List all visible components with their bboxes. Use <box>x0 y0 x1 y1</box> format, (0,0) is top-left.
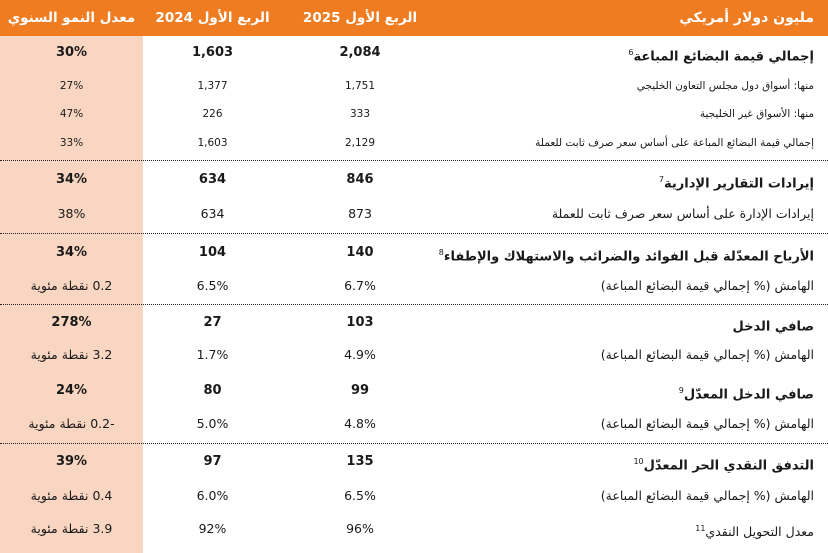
value-growth: 27% <box>59 80 84 92</box>
value-q1-2024: 5.0% <box>196 416 229 431</box>
value-growth: 38% <box>57 206 86 221</box>
table-row: منها: أسواق دول مجلس التعاون الخليجي 1,7… <box>0 76 828 96</box>
value-growth: 24% <box>55 383 88 398</box>
value-growth: 0.2 نقطة مئوية <box>30 278 113 293</box>
value-q1-2024: 634 <box>198 172 227 187</box>
section-divider <box>0 443 828 444</box>
table-row: الهامش (% إجمالي قيمة البضائع المباعة) 4… <box>0 413 828 435</box>
table-row: معدل التحويل النقدي11 96% 92% 3.9 نقطة م… <box>0 518 828 540</box>
value-q1-2025: 99 <box>350 383 370 398</box>
header-unit-label: مليون دولار أمريكي <box>679 10 814 26</box>
value-growth: 39% <box>55 454 88 469</box>
row-label: إيرادات الإدارة على أساس سعر صرف ثابت لل… <box>551 206 814 221</box>
section-divider <box>0 160 828 161</box>
row-label: التدفق النقدي الحر المعدّل10 <box>633 457 814 474</box>
value-q1-2025: 4.8% <box>344 416 376 431</box>
row-label: إجمالي قيمة البضائع المباعة6 <box>628 48 814 65</box>
value-growth: 30% <box>55 45 88 60</box>
value-q1-2025: 96% <box>346 521 374 536</box>
value-q1-2025: 103 <box>346 315 374 330</box>
row-label: الهامش (% إجمالي قيمة البضائع المباعة) <box>600 416 814 431</box>
header-growth: معدل النمو السنوي <box>7 10 136 26</box>
table-row: إيرادات الإدارة على أساس سعر صرف ثابت لل… <box>0 203 828 225</box>
value-growth: 47% <box>59 108 84 120</box>
row-label: صافي الدخل <box>732 319 814 335</box>
value-q1-2025: 333 <box>349 108 371 120</box>
header-q1-2025: الربع الأول 2025 <box>302 10 418 26</box>
row-label: الهامش (% إجمالي قيمة البضائع المباعة) <box>600 488 814 503</box>
header-q1-2024: الربع الأول 2024 <box>155 10 270 26</box>
row-label: الأرباح المعدّلة قبل الفوائد والضرائب وا… <box>438 248 814 265</box>
value-q1-2025: 135 <box>346 454 374 469</box>
table-row: إجمالي قيمة البضائع المباعة6 2,084 1,603… <box>0 42 828 64</box>
table-row: إيرادات التقارير الإدارية7 846 634 34% <box>0 169 828 191</box>
section-divider <box>0 233 828 234</box>
value-growth: 34% <box>55 245 88 260</box>
value-q1-2024: 27 <box>203 315 222 330</box>
value-growth: 34% <box>55 172 88 187</box>
value-q1-2024: 104 <box>198 245 227 260</box>
value-q1-2024: 1.7% <box>196 347 229 362</box>
value-q1-2024: 634 <box>200 206 225 221</box>
table-header: مليون دولار أمريكي الربع الأول 2025 الرب… <box>0 0 828 36</box>
value-q1-2025: 6.5% <box>344 488 376 503</box>
row-label: الهامش (% إجمالي قيمة البضائع المباعة) <box>600 278 814 293</box>
value-q1-2024: 226 <box>202 108 223 120</box>
value-q1-2024: 1,603 <box>191 45 234 60</box>
table-row: الأرباح المعدّلة قبل الفوائد والضرائب وا… <box>0 242 828 264</box>
table-row: الهامش (% إجمالي قيمة البضائع المباعة) 6… <box>0 485 828 507</box>
table-row: الهامش (% إجمالي قيمة البضائع المباعة) 6… <box>0 275 828 297</box>
value-q1-2024: 92% <box>198 521 227 536</box>
row-label: إجمالي قيمة البضائع المباعة على أساس سعر… <box>535 137 814 149</box>
value-q1-2025: 2,129 <box>344 137 376 149</box>
value-q1-2025: 873 <box>348 206 372 221</box>
growth-column-background <box>0 0 143 553</box>
value-growth: 33% <box>59 137 84 149</box>
value-q1-2024: 1,377 <box>197 80 228 92</box>
value-q1-2025: 6.7% <box>344 278 376 293</box>
table-row: منها: الأسواق غير الخليجية 333 226 47% <box>0 104 828 124</box>
table-row: صافي الدخل المعدّل9 99 80 24% <box>0 380 828 402</box>
value-q1-2025: 4.9% <box>344 347 376 362</box>
table-row: إجمالي قيمة البضائع المباعة على أساس سعر… <box>0 133 828 153</box>
value-growth: -0.2 نقطة مئوية <box>28 416 115 431</box>
row-label: الهامش (% إجمالي قيمة البضائع المباعة) <box>600 347 814 362</box>
section-divider <box>0 304 828 305</box>
value-q1-2025: 140 <box>346 245 374 260</box>
value-q1-2025: 1,751 <box>344 80 376 92</box>
value-q1-2024: 6.0% <box>196 488 229 503</box>
row-label: إيرادات التقارير الإدارية7 <box>658 175 814 192</box>
value-q1-2024: 1,603 <box>197 137 228 149</box>
row-label: معدل التحويل النقدي11 <box>695 524 814 540</box>
value-q1-2025: 2,084 <box>339 45 381 60</box>
value-growth: 278% <box>51 315 92 330</box>
table-row: صافي الدخل 103 27 278% <box>0 312 828 334</box>
value-q1-2024: 80 <box>203 383 222 398</box>
table-row: الهامش (% إجمالي قيمة البضائع المباعة) 4… <box>0 344 828 366</box>
value-growth: 0.4 نقطة مئوية <box>30 488 113 503</box>
row-label: صافي الدخل المعدّل9 <box>678 386 814 403</box>
row-label: منها: الأسواق غير الخليجية <box>699 108 814 120</box>
table-row: التدفق النقدي الحر المعدّل10 135 97 39% <box>0 451 828 473</box>
value-q1-2024: 6.5% <box>196 278 229 293</box>
row-label: منها: أسواق دول مجلس التعاون الخليجي <box>636 80 814 92</box>
value-growth: 3.2 نقطة مئوية <box>30 347 113 362</box>
value-q1-2025: 846 <box>346 172 374 187</box>
value-q1-2024: 97 <box>203 454 222 469</box>
value-growth: 3.9 نقطة مئوية <box>30 521 113 536</box>
